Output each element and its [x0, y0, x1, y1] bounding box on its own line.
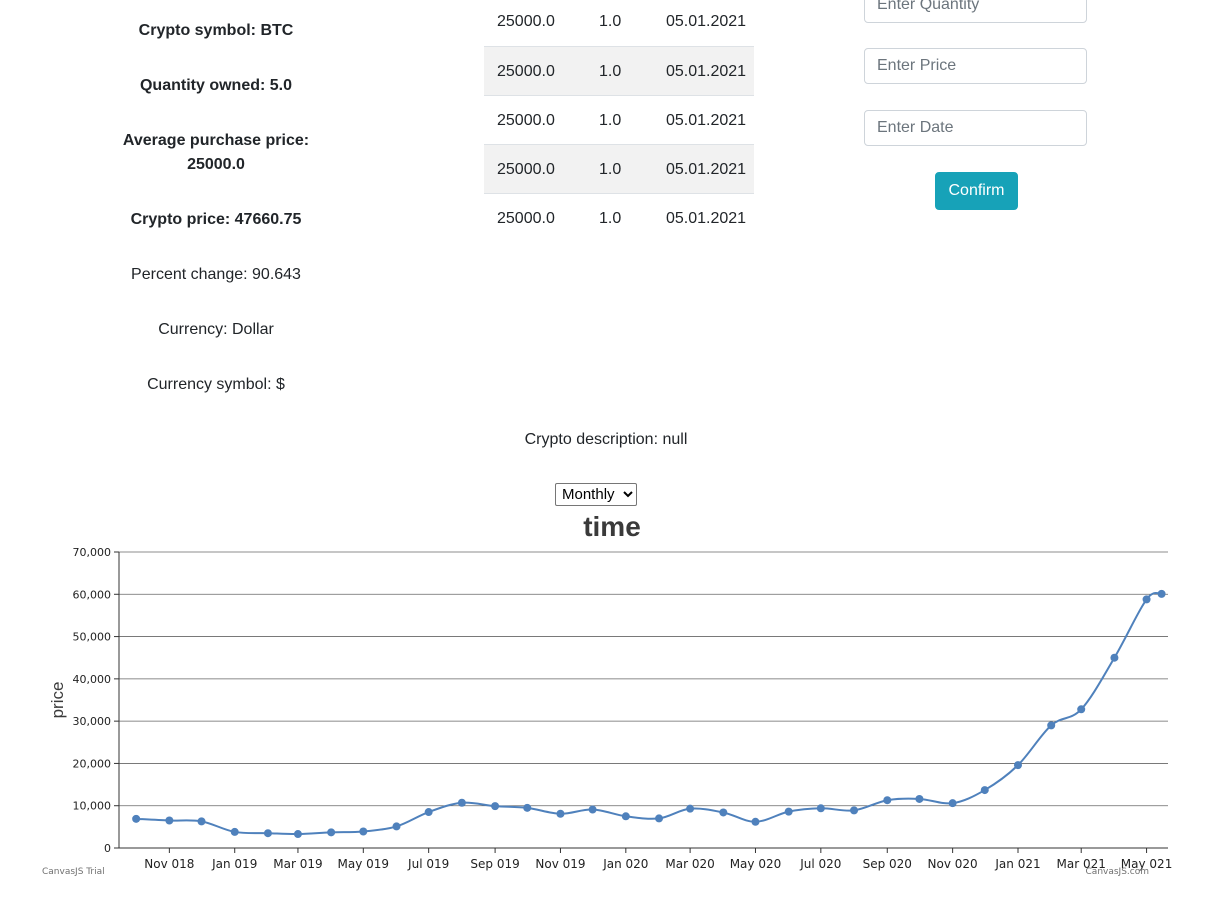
data-point [1013, 761, 1022, 770]
x-tick-label: Mar 019 [273, 857, 322, 871]
data-point [686, 804, 695, 813]
price-series-line [136, 591, 1162, 836]
data-point [491, 802, 500, 811]
x-tick-label: Mar 021 [1057, 857, 1106, 871]
data-point [655, 814, 664, 823]
y-tick-label: 50,000 [73, 631, 112, 644]
table-cell-price: 25000.0 [497, 112, 555, 129]
y-tick-label: 0 [104, 842, 111, 855]
x-tick-label: Jan 019 [211, 857, 257, 871]
table-cell-quantity: 1.0 [599, 161, 622, 178]
data-point [132, 814, 141, 823]
data-point [883, 796, 892, 805]
y-tick-label: 20,000 [73, 757, 112, 770]
data-point [1077, 705, 1086, 714]
data-point [1110, 653, 1119, 662]
data-point [784, 807, 793, 816]
table-cell-date: 05.01.2021 [666, 13, 747, 30]
data-point [850, 806, 859, 815]
currency-symbol: Currency symbol: $ [147, 376, 285, 393]
data-point [424, 808, 433, 817]
quantity-owned: Quantity owned: 5.0 [139, 77, 292, 94]
watermark-left: CanvasJS Trial [42, 867, 105, 877]
y-tick-label: 30,000 [73, 715, 112, 728]
currency: Currency: Dollar [158, 321, 274, 338]
data-point [751, 817, 760, 826]
x-tick-label: Jan 021 [994, 857, 1040, 871]
table-cell-quantity: 1.0 [599, 112, 622, 129]
x-tick-label: Nov 020 [928, 857, 978, 871]
data-point [719, 808, 728, 817]
data-point [523, 803, 532, 812]
x-tick-label: Jul 020 [799, 857, 841, 871]
data-point [293, 830, 302, 839]
price-input[interactable] [864, 48, 1087, 84]
percent-change: Percent change: 90.643 [131, 266, 301, 283]
x-tick-label: May 020 [730, 857, 782, 871]
y-axis-label: price [48, 682, 67, 719]
table-row: 25000.0 1.0 05.01.2021 [484, 144, 754, 194]
table-cell-date: 05.01.2021 [666, 112, 747, 129]
table-cell-date: 05.01.2021 [666, 210, 747, 227]
x-tick-label: Jan 020 [602, 857, 648, 871]
crypto-price: Crypto price: 47660.75 [130, 211, 302, 228]
data-point [197, 817, 206, 826]
data-point [1047, 721, 1056, 730]
date-input[interactable] [864, 110, 1087, 146]
x-tick-label: Nov 019 [535, 857, 585, 871]
table-cell-quantity: 1.0 [599, 63, 622, 80]
y-tick-label: 70,000 [73, 546, 112, 559]
data-point [263, 829, 272, 838]
average-purchase-price-label: Average purchase price: [122, 132, 310, 149]
data-point [621, 812, 630, 821]
table-cell-quantity: 1.0 [599, 210, 622, 227]
table-row: 25000.0 1.0 05.01.2021 [484, 0, 754, 46]
price-chart: time price 0 10,000 20,000 30,000 40,000 50,0… [42, 511, 1173, 877]
confirm-button[interactable]: Confirm [935, 172, 1018, 210]
data-point [816, 804, 825, 813]
y-tick-label: 40,000 [73, 673, 112, 686]
data-point [1157, 589, 1166, 598]
data-point [230, 827, 239, 836]
data-point [556, 809, 565, 818]
x-tick-label: May 021 [1121, 857, 1173, 871]
table-row: 25000.0 1.0 05.01.2021 [484, 46, 754, 96]
data-point [165, 816, 174, 825]
x-tick-label: Sep 019 [470, 857, 519, 871]
data-point [1142, 595, 1151, 604]
data-point [392, 822, 401, 831]
table-row: 25000.0 1.0 05.01.2021 [484, 193, 754, 243]
x-tick-label: Nov 018 [144, 857, 194, 871]
data-point [359, 827, 368, 836]
table-cell-price: 25000.0 [497, 63, 555, 80]
y-tick-label: 10,000 [73, 800, 112, 813]
crypto-symbol: Crypto symbol: BTC [138, 22, 294, 39]
watermark-right: CanvasJS.com [1086, 867, 1149, 877]
data-point [915, 794, 924, 803]
data-point [327, 828, 336, 837]
data-point [457, 798, 466, 807]
table-cell-price: 25000.0 [497, 13, 555, 30]
x-tick-label: Jul 019 [407, 857, 449, 871]
table-cell-date: 05.01.2021 [666, 63, 747, 80]
x-tick-label: May 019 [338, 857, 390, 871]
x-tick-label: Mar 020 [665, 857, 714, 871]
y-tick-label: 60,000 [73, 588, 112, 601]
table-cell-quantity: 1.0 [599, 13, 622, 30]
period-select[interactable]: Monthly [555, 483, 637, 506]
x-tick-label: Sep 020 [863, 857, 912, 871]
table-cell-date: 05.01.2021 [666, 161, 747, 178]
chart-title: time [583, 511, 641, 542]
data-point [948, 799, 957, 808]
average-purchase-price-value: 25000.0 [187, 156, 245, 173]
crypto-description: Crypto description: null [524, 431, 688, 448]
table-row: 25000.0 1.0 05.01.2021 [484, 95, 754, 145]
data-point [588, 805, 597, 814]
data-point [980, 786, 989, 795]
table-cell-price: 25000.0 [497, 161, 555, 178]
table-cell-price: 25000.0 [497, 210, 555, 227]
quantity-input[interactable] [864, 0, 1087, 23]
